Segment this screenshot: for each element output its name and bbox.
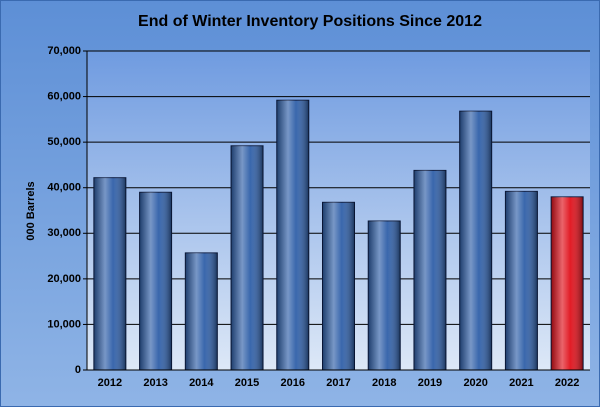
x-tick-label: 2015 [235, 377, 259, 389]
y-tick-label: 20,000 [47, 273, 81, 285]
bar [321, 201, 356, 371]
x-tick-label: 2014 [189, 377, 214, 389]
chart-title: End of Winter Inventory Positions Since … [138, 13, 482, 30]
y-tick-label: 60,000 [47, 90, 81, 102]
x-tick-label: 2020 [463, 377, 487, 389]
bar [550, 196, 584, 371]
y-tick-label: 30,000 [47, 227, 81, 239]
bar [276, 99, 310, 371]
x-tick-label: 2022 [555, 377, 579, 389]
x-tick-label: 2019 [418, 377, 442, 389]
bar [184, 252, 218, 371]
bar [230, 145, 264, 371]
y-tick-label: 50,000 [47, 136, 81, 148]
x-tick-label: 2017 [326, 377, 350, 389]
bar [504, 190, 538, 371]
x-tick-label: 2012 [98, 377, 122, 389]
x-tick-label: 2013 [143, 377, 167, 389]
y-tick-label: 0 [75, 364, 81, 376]
x-tick-label: 2016 [281, 377, 305, 389]
y-tick-label: 10,000 [47, 318, 81, 330]
y-tick-label: 70,000 [47, 45, 81, 57]
bar [367, 220, 401, 371]
bar [413, 169, 447, 371]
x-tick-label: 2018 [372, 377, 396, 389]
bar [93, 177, 127, 371]
x-tick-label: 2021 [509, 377, 533, 389]
bar [459, 110, 493, 371]
y-tick-label: 40,000 [47, 182, 81, 194]
y-axis-label: 000 Barrels [25, 181, 37, 240]
bar [139, 191, 173, 371]
